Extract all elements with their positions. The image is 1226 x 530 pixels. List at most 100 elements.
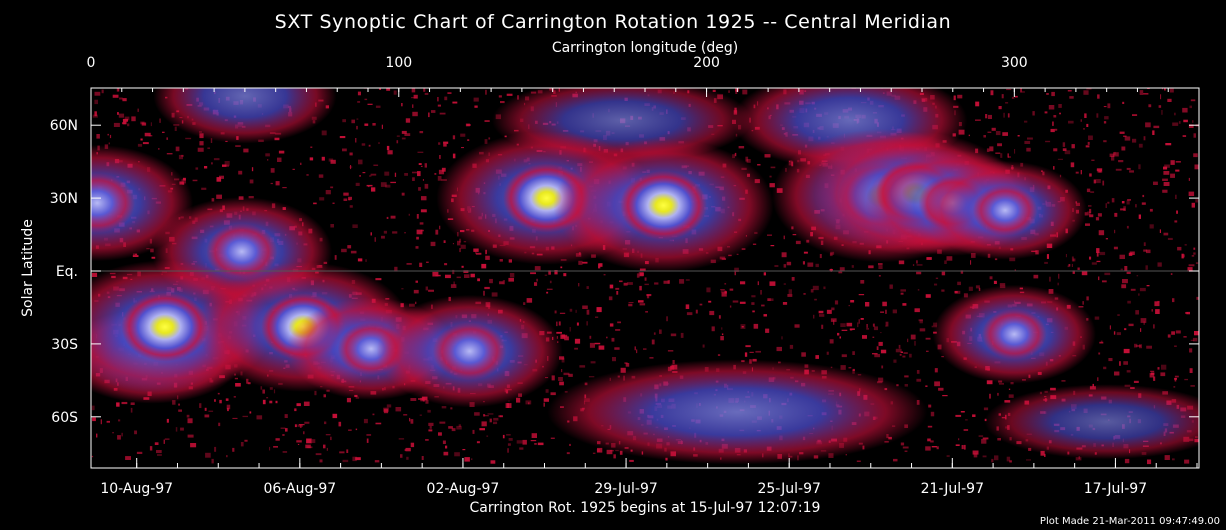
faint-speck [216,177,222,182]
faint-speck [428,429,433,432]
faint-speck [944,260,947,264]
faint-speck [1193,133,1196,138]
faint-speck [222,164,227,167]
faint-speck [507,403,512,408]
faint-speck [498,95,502,98]
faint-speck [1089,173,1092,177]
faint-speck [234,377,238,380]
faint-speck [851,265,854,268]
faint-speck [424,92,429,95]
faint-speck [1175,169,1180,172]
faint-speck [488,137,491,140]
faint-speck [201,187,207,190]
date-tick-label: 17-Jul-97 [1084,481,1147,497]
faint-speck [625,363,630,367]
faint-speck [516,440,523,444]
faint-speck [801,352,806,357]
faint-speck [968,134,970,137]
faint-speck [1174,345,1177,347]
faint-speck [783,283,786,285]
faint-speck [599,263,603,267]
faint-speck [866,327,869,330]
faint-speck [531,433,537,438]
faint-speck [1096,251,1099,257]
faint-speck [1086,88,1092,90]
faint-speck [1088,205,1092,207]
faint-speck [617,321,621,324]
faint-speck [987,131,992,133]
axes: 0 100 200 300 60N 30N Eq. 30S 60S 10-Aug-97 06-Aug… [50,55,1200,497]
faint-speck [1182,135,1187,137]
faint-speck [1129,251,1135,255]
faint-speck [131,116,136,122]
faint-speck [1002,132,1008,136]
faint-speck [582,305,588,309]
faint-speck [339,451,345,454]
faint-speck [415,301,417,305]
faint-speck [1149,224,1154,229]
faint-speck [214,446,217,452]
faint-speck [1124,136,1131,141]
faint-speck [299,424,305,426]
faint-speck [850,300,855,303]
faint-speck [266,397,269,399]
faint-speck [398,438,405,440]
faint-speck [475,252,482,255]
faint-speck [741,326,744,328]
faint-speck [1072,258,1076,262]
faint-speck [942,395,948,397]
faint-speck [470,273,475,278]
faint-speck [142,142,149,145]
faint-speck [597,447,603,453]
faint-speck [1006,456,1011,462]
faint-speck [955,414,962,417]
faint-speck [1117,314,1120,316]
faint-speck [219,175,224,179]
faint-speck [363,418,368,424]
faint-speck [961,445,964,450]
faint-speck [606,336,608,339]
faint-speck [401,137,406,140]
faint-speck [893,359,897,363]
faint-speck [1001,94,1004,99]
faint-speck [1150,372,1155,375]
faint-speck [162,131,165,133]
faint-speck [475,251,477,254]
faint-speck [643,348,647,350]
faint-speck [889,284,893,289]
faint-speck [502,280,505,285]
faint-speck [1143,136,1146,141]
faint-speck [416,236,419,240]
faint-speck [417,171,421,177]
faint-speck [1165,143,1172,146]
faint-speck [734,152,737,157]
faint-speck [349,205,353,208]
faint-speck [818,310,824,314]
faint-speck [1143,242,1146,246]
faint-speck [874,354,880,358]
faint-speck [1113,152,1119,157]
faint-speck [651,339,655,345]
faint-speck [1140,328,1142,332]
faint-speck [653,332,656,335]
faint-speck [721,327,723,330]
faint-speck [282,451,288,453]
faint-speck [789,344,794,349]
faint-speck [1096,248,1100,253]
faint-speck [296,83,300,87]
faint-speck [441,167,446,172]
faint-speck [1014,269,1016,271]
faint-speck [893,458,898,462]
faint-speck [489,418,492,423]
faint-speck [760,290,762,295]
faint-speck [898,260,905,265]
faint-speck [249,179,254,184]
faint-speck [112,94,119,98]
faint-speck [526,298,533,303]
faint-speck [1128,323,1134,327]
faint-speck [989,393,991,399]
faint-speck [412,171,418,174]
faint-speck [219,399,222,404]
faint-speck [296,440,302,443]
